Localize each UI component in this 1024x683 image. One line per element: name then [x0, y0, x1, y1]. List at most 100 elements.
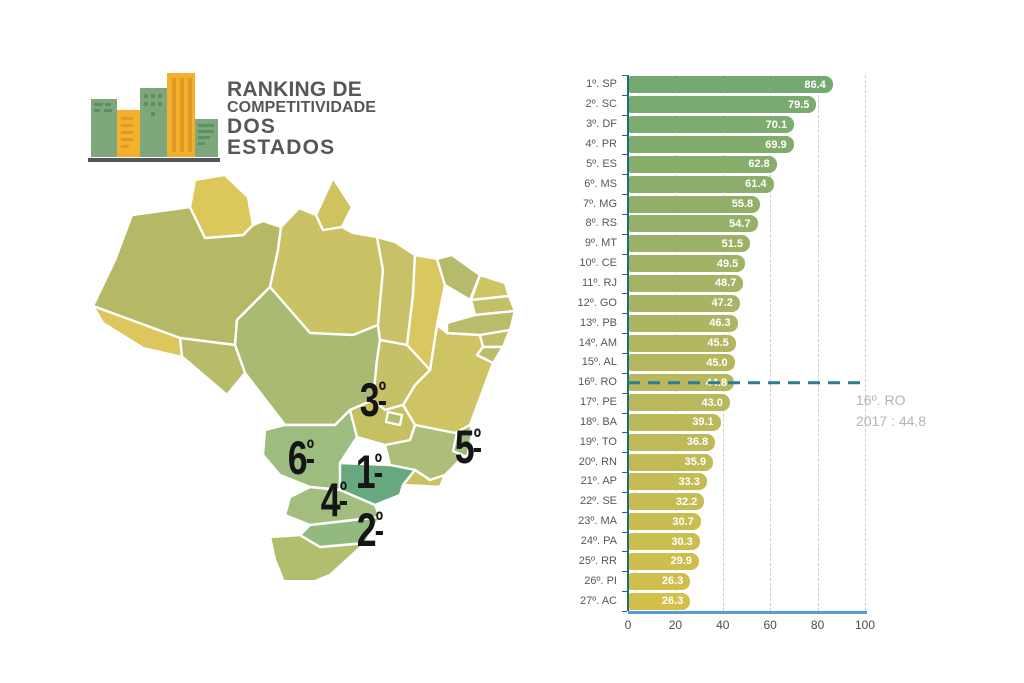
y-axis-line [627, 75, 629, 611]
map-state-go[interactable] [348, 398, 417, 447]
y-axis-tick [622, 412, 627, 414]
map-state-ap[interactable] [314, 176, 354, 232]
category-label: 24º. PA [580, 535, 617, 547]
map-state-df[interactable] [384, 410, 404, 427]
bar-value-label: 45.0 [706, 356, 728, 369]
y-axis-tick [622, 392, 627, 394]
map-state-rr[interactable] [188, 175, 255, 240]
chart-bar[interactable]: 32.2 [629, 493, 705, 511]
chart-bar[interactable]: 70.1 [629, 116, 795, 134]
category-label: 5º. ES [586, 157, 617, 170]
y-axis-tick [622, 511, 627, 513]
y-axis-tick [622, 551, 627, 553]
bar-value-label: 51.5 [721, 237, 744, 250]
category-label: 3º. DF [586, 118, 617, 131]
chart-bar[interactable]: 61.4 [629, 175, 774, 193]
map-state-rj[interactable] [401, 468, 447, 489]
y-axis-tick [622, 194, 627, 196]
category-label: 11º. RJ [582, 276, 617, 289]
bar-value-label: 46.3 [709, 317, 731, 330]
y-axis-tick [622, 333, 627, 335]
map-state-es[interactable] [451, 429, 475, 459]
city-buildings-icon [88, 73, 220, 162]
logo-line-1: RANKING DE [227, 78, 363, 101]
bar-value-label: 55.8 [731, 198, 754, 210]
chart-bar[interactable]: 69.9 [629, 136, 794, 153]
x-tick-label-20: 20 [668, 618, 683, 632]
chart-bar[interactable]: 30.7 [629, 513, 701, 531]
chart-bar[interactable]: 55.8 [629, 195, 761, 213]
chart-bar[interactable]: 48.7 [629, 274, 744, 292]
bar-value-label: 36.8 [686, 436, 709, 449]
map-state-ac[interactable] [91, 304, 184, 359]
category-label: 1º. SP [586, 78, 617, 91]
bar-value-label: 26.3 [661, 595, 684, 607]
bar-value-label: 69.9 [765, 138, 787, 151]
y-axis-tick [622, 273, 627, 275]
chart-bar[interactable]: 29.9 [629, 552, 699, 570]
y-axis-tick [622, 114, 627, 116]
y-axis-tick [622, 591, 627, 593]
chart-bar[interactable]: 43.0 [629, 394, 730, 411]
y-axis-tick [622, 452, 627, 454]
building-shapes [91, 73, 218, 157]
chart-bar[interactable]: 45.0 [629, 354, 735, 372]
chart-bar[interactable]: 44.8 [629, 374, 735, 392]
category-label: 4º. PR [585, 138, 617, 150]
x-tick-label-60: 60 [763, 618, 777, 632]
category-label: 2º. SC [585, 98, 617, 111]
y-axis-tick [622, 432, 627, 434]
chart-bar[interactable]: 47.2 [629, 294, 740, 312]
y-axis-tick [622, 352, 627, 354]
bar-value-label: 30.7 [672, 515, 694, 528]
chart-bar[interactable]: 39.1 [629, 413, 721, 431]
category-label: 13º. PB [579, 316, 617, 329]
chart-bar[interactable]: 26.3 [629, 592, 691, 610]
map-state-sc[interactable] [298, 515, 382, 549]
chart-bar[interactable]: 33.3 [629, 473, 707, 491]
chart-bar[interactable]: 36.8 [629, 433, 716, 451]
bar-value-label: 43.0 [701, 396, 723, 409]
y-axis-tick [622, 293, 627, 295]
map-state-ro[interactable] [178, 336, 247, 397]
x-tick-label-0: 0 [624, 618, 632, 632]
bar-value-label: 62.8 [748, 158, 770, 171]
bar-value-label: 61.4 [745, 178, 767, 191]
y-axis-tick [622, 233, 627, 235]
bar-value-label: 49.5 [716, 257, 739, 270]
tooltip-rank-state: 16º. RO [856, 392, 906, 408]
bar-value-label: 54.7 [729, 217, 751, 230]
logo-baseline [88, 158, 220, 162]
gridline-x-60 [770, 75, 772, 611]
x-axis-line [628, 611, 867, 614]
y-axis-tick [622, 214, 627, 215]
x-tick-label-80: 80 [810, 618, 825, 632]
chart-bar[interactable]: 62.8 [629, 155, 777, 173]
chart-bar[interactable]: 35.9 [629, 453, 714, 471]
chart-bar[interactable]: 45.5 [629, 334, 736, 352]
category-label: 17º. PE [579, 396, 617, 408]
chart-bar[interactable]: 51.5 [629, 235, 751, 253]
map-state-se[interactable] [475, 345, 505, 365]
bar-value-label: 35.9 [684, 456, 707, 469]
y-axis-tick [622, 531, 627, 533]
chart-bar[interactable]: 54.7 [629, 215, 758, 233]
chart-bar[interactable]: 46.3 [629, 314, 738, 332]
chart-bar[interactable]: 49.5 [629, 255, 746, 273]
y-axis-tick [622, 134, 627, 136]
category-label: 26º. PI [584, 574, 617, 587]
gridline-x-80 [817, 75, 819, 611]
chart-bar[interactable]: 30.3 [629, 533, 700, 550]
chart-bar[interactable]: 79.5 [629, 96, 817, 114]
chart-bar[interactable]: 26.3 [629, 572, 691, 590]
brazil-map-svg [91, 175, 517, 580]
category-label: 19º. TO [579, 435, 617, 448]
category-label: 9º. MT [584, 237, 617, 250]
y-axis-tick [622, 174, 627, 176]
category-label: 7º. MG [583, 197, 617, 210]
bar-value-label: 26.3 [661, 575, 684, 588]
x-tick-label-100: 100 [854, 618, 876, 632]
chart-bar[interactable]: 86.4 [629, 76, 833, 94]
category-label: 15º. AL [581, 356, 617, 369]
